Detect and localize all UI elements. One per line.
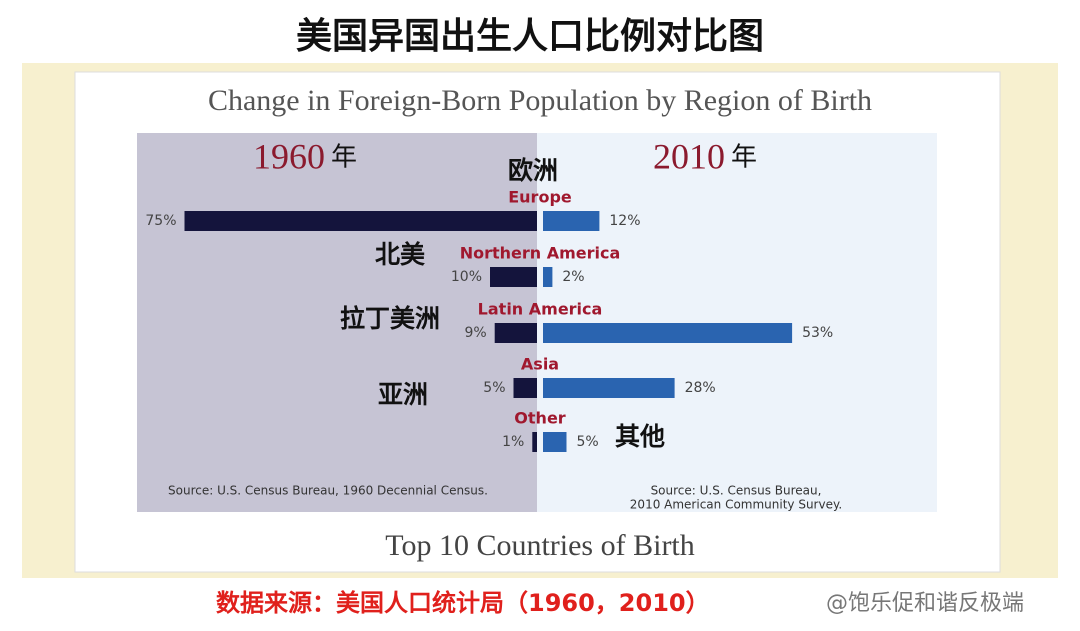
bar xyxy=(184,211,537,231)
category-label-zh: 北美 xyxy=(375,240,425,269)
left-panel xyxy=(137,133,537,512)
footer-note: 数据来源：美国人口统计局（1960，2010） xyxy=(216,589,710,617)
bar xyxy=(543,432,567,452)
header-title: 美国异国出生人口比例对比图 xyxy=(296,16,764,57)
next-title: Top 10 Countries of Birth xyxy=(385,529,695,562)
series-unit: 年 xyxy=(731,143,757,173)
category-label: Other xyxy=(514,409,565,428)
value-label: 5% xyxy=(483,380,505,396)
value-label: 10% xyxy=(451,269,482,285)
value-label: 1% xyxy=(502,434,524,450)
category-label-zh: 亚洲 xyxy=(378,380,428,409)
category-label: Europe xyxy=(508,188,572,207)
category-label-zh: 欧洲 xyxy=(508,156,558,185)
series-name: 1960 xyxy=(253,136,325,176)
chart-title: Change in Foreign-Born Population by Reg… xyxy=(208,84,872,117)
bar xyxy=(532,432,537,452)
source: 2010 American Community Survey. xyxy=(630,498,842,512)
series-name: 2010 xyxy=(653,136,725,176)
value-label: 2% xyxy=(562,269,584,285)
bar xyxy=(494,323,537,343)
value-label: 5% xyxy=(577,434,599,450)
bar xyxy=(543,323,793,343)
value-label: 75% xyxy=(145,213,176,229)
value-label: 28% xyxy=(685,380,716,396)
right-panel xyxy=(537,133,937,512)
category-label: Northern America xyxy=(460,244,621,263)
bar xyxy=(543,267,553,287)
value-label: 12% xyxy=(609,213,640,229)
bar xyxy=(490,267,537,287)
category-label-zh: 拉丁美洲 xyxy=(340,304,440,333)
bar xyxy=(513,378,537,398)
watermark: @饱乐促和谐反极端 xyxy=(826,591,1024,616)
category-label: Asia xyxy=(521,355,559,374)
series-unit: 年 xyxy=(331,143,357,173)
source: Source: U.S. Census Bureau, 1960 Decenni… xyxy=(168,484,488,498)
value-label: 9% xyxy=(464,325,486,341)
value-label: 53% xyxy=(802,325,833,341)
bar xyxy=(543,211,600,231)
bar xyxy=(543,378,675,398)
source: Source: U.S. Census Bureau, xyxy=(651,484,822,498)
category-label-zh: 其他 xyxy=(615,422,665,451)
category-label: Latin America xyxy=(478,300,603,319)
